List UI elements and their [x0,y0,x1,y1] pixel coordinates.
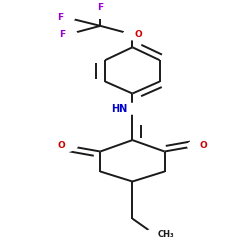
Text: CH₃: CH₃ [157,230,174,239]
Text: O: O [58,141,66,150]
Circle shape [59,29,77,40]
Circle shape [92,8,109,18]
Circle shape [59,29,77,40]
Circle shape [124,29,141,40]
Circle shape [146,229,164,239]
Text: F: F [60,30,66,39]
Circle shape [188,141,206,151]
Circle shape [146,229,164,239]
Circle shape [57,12,74,22]
Text: F: F [57,13,63,22]
Circle shape [124,29,141,40]
Circle shape [57,12,74,22]
Text: F: F [97,2,103,12]
Circle shape [59,141,77,151]
Circle shape [188,141,206,151]
Circle shape [92,8,109,18]
Text: O: O [199,141,207,150]
Circle shape [124,104,141,114]
Circle shape [124,104,141,114]
Text: HN: HN [111,104,128,114]
Circle shape [59,141,77,151]
Text: O: O [135,30,143,39]
